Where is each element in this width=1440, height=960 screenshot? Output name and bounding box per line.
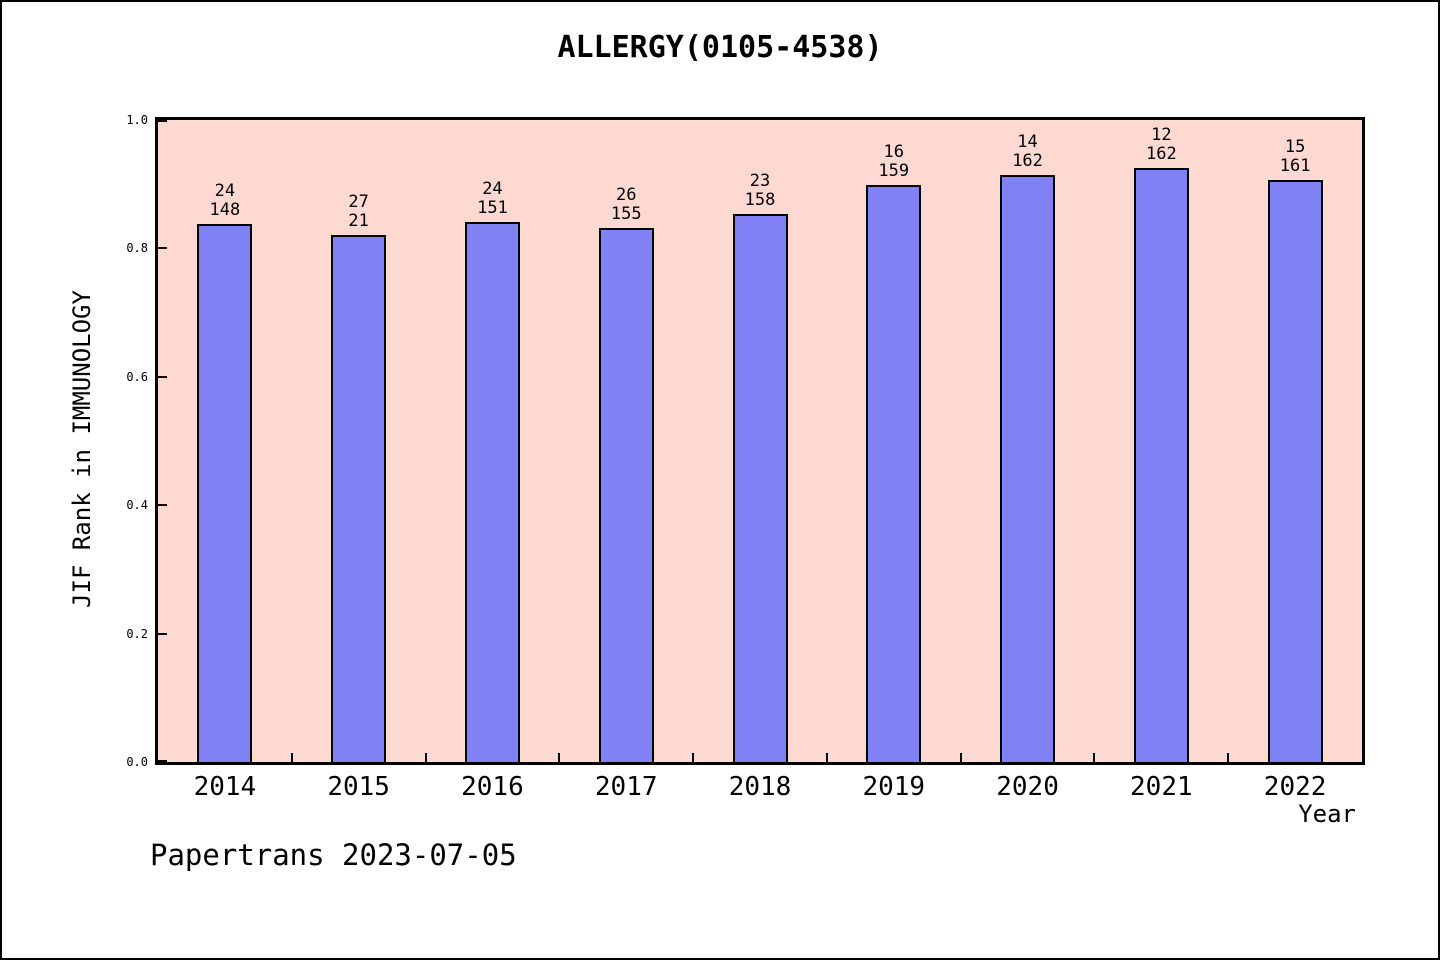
bar-label: 16 159 <box>878 141 910 181</box>
y-tick-mark <box>158 375 167 378</box>
bar <box>732 213 788 762</box>
x-tick-label: 2020 <box>996 772 1059 802</box>
x-tick-label: 2016 <box>461 772 524 802</box>
y-tick-mark <box>158 760 167 762</box>
y-tick-mark <box>158 504 167 507</box>
bar-label: 24 148 <box>209 181 241 221</box>
watermark: Papertrans 2023-07-05 <box>150 838 517 872</box>
bar <box>1267 179 1323 762</box>
x-tick-mark <box>424 753 427 762</box>
x-tick-mark <box>959 753 962 762</box>
bar-label: 24 151 <box>477 179 508 219</box>
y-tick-label: 0.2 <box>126 626 148 641</box>
y-axis-label: JIF Rank in IMMUNOLOGY <box>68 290 96 608</box>
x-tick-label: 2018 <box>728 772 792 802</box>
y-tick-mark <box>158 632 167 635</box>
y-tick-label: 0.6 <box>126 369 148 384</box>
x-axis-label: Year <box>1298 800 1356 828</box>
x-tick-label: 2017 <box>594 772 658 802</box>
y-tick-mark <box>158 247 167 250</box>
x-tick-mark <box>290 753 293 762</box>
bar <box>866 184 922 762</box>
y-tick-label: 0.0 <box>126 755 148 769</box>
chart-title: ALLERGY(0105-4538) <box>557 30 883 65</box>
x-tick-mark <box>1227 753 1230 762</box>
bar <box>1133 167 1189 762</box>
bar <box>1000 175 1056 762</box>
x-tick-label: 2015 <box>327 772 390 802</box>
y-tick-label: 0.4 <box>126 498 148 513</box>
x-tick-label: 2021 <box>1130 772 1193 802</box>
y-tick-label: 0.8 <box>126 241 148 256</box>
bar <box>197 224 253 762</box>
bar-label: 23 158 <box>744 170 776 210</box>
x-tick-mark <box>825 753 828 762</box>
bar <box>331 234 387 762</box>
x-tick-mark <box>1093 753 1096 762</box>
x-tick-label: 2022 <box>1263 772 1327 802</box>
bar-label: 14 162 <box>1012 132 1043 172</box>
y-tick-label: 1.0 <box>126 113 148 127</box>
bar-label: 27 21 <box>348 191 369 231</box>
x-tick-label: 2019 <box>862 772 926 802</box>
x-tick-label: 2014 <box>193 772 257 802</box>
bar-label: 26 155 <box>610 184 642 224</box>
plot-area: 24 148 27 21 24 151 26 155 23 158 16 159 14 16… <box>155 117 1365 765</box>
x-tick-mark <box>692 753 695 762</box>
bar <box>464 222 520 762</box>
x-tick-mark <box>558 753 561 762</box>
bar <box>598 227 654 762</box>
bar-label: 12 162 <box>1145 124 1177 164</box>
bar-label: 15 161 <box>1279 136 1311 176</box>
y-tick-mark <box>158 120 167 122</box>
